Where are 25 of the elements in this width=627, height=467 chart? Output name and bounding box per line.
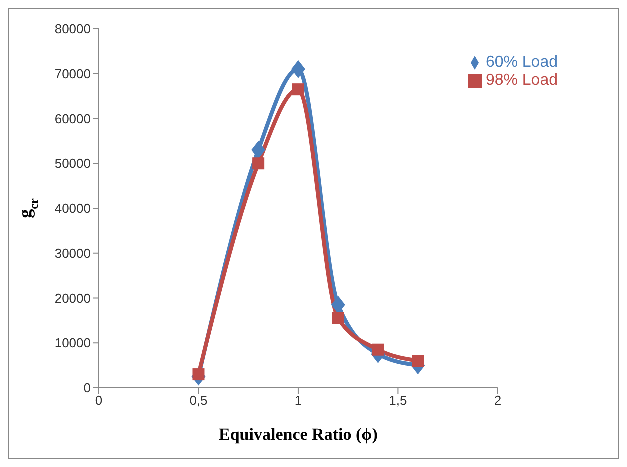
point [291, 60, 306, 78]
point [412, 355, 424, 368]
y-tick-label: 40000 [54, 201, 91, 216]
y-tick-label: 20000 [54, 290, 91, 306]
x-tick-label: 0,5 [190, 393, 208, 408]
y-tick-label: 30000 [54, 246, 91, 261]
x-axis-title: Equivalence Ratio (ϕ) [219, 425, 378, 444]
y-tick-label: 70000 [54, 66, 91, 82]
legend-label: 98% Load [486, 72, 558, 89]
legend-label: 60% Load [486, 54, 558, 71]
point [332, 312, 344, 324]
y-tick-label: 80000 [54, 22, 91, 37]
y-tick-label: 10000 [54, 336, 91, 351]
x-tick-label: 0 [95, 393, 103, 408]
y-tick-label: 60000 [54, 111, 91, 126]
y-tick-label: 50000 [54, 156, 91, 172]
point [292, 84, 304, 96]
x-tick-label: 1,5 [389, 393, 408, 408]
y-tick-label: 0 [84, 380, 91, 396]
x-tick-label: 2 [494, 393, 502, 408]
point [252, 158, 265, 170]
point [372, 344, 384, 356]
x-tick-label: 1 [294, 393, 302, 408]
point [331, 296, 346, 314]
point [252, 141, 266, 160]
